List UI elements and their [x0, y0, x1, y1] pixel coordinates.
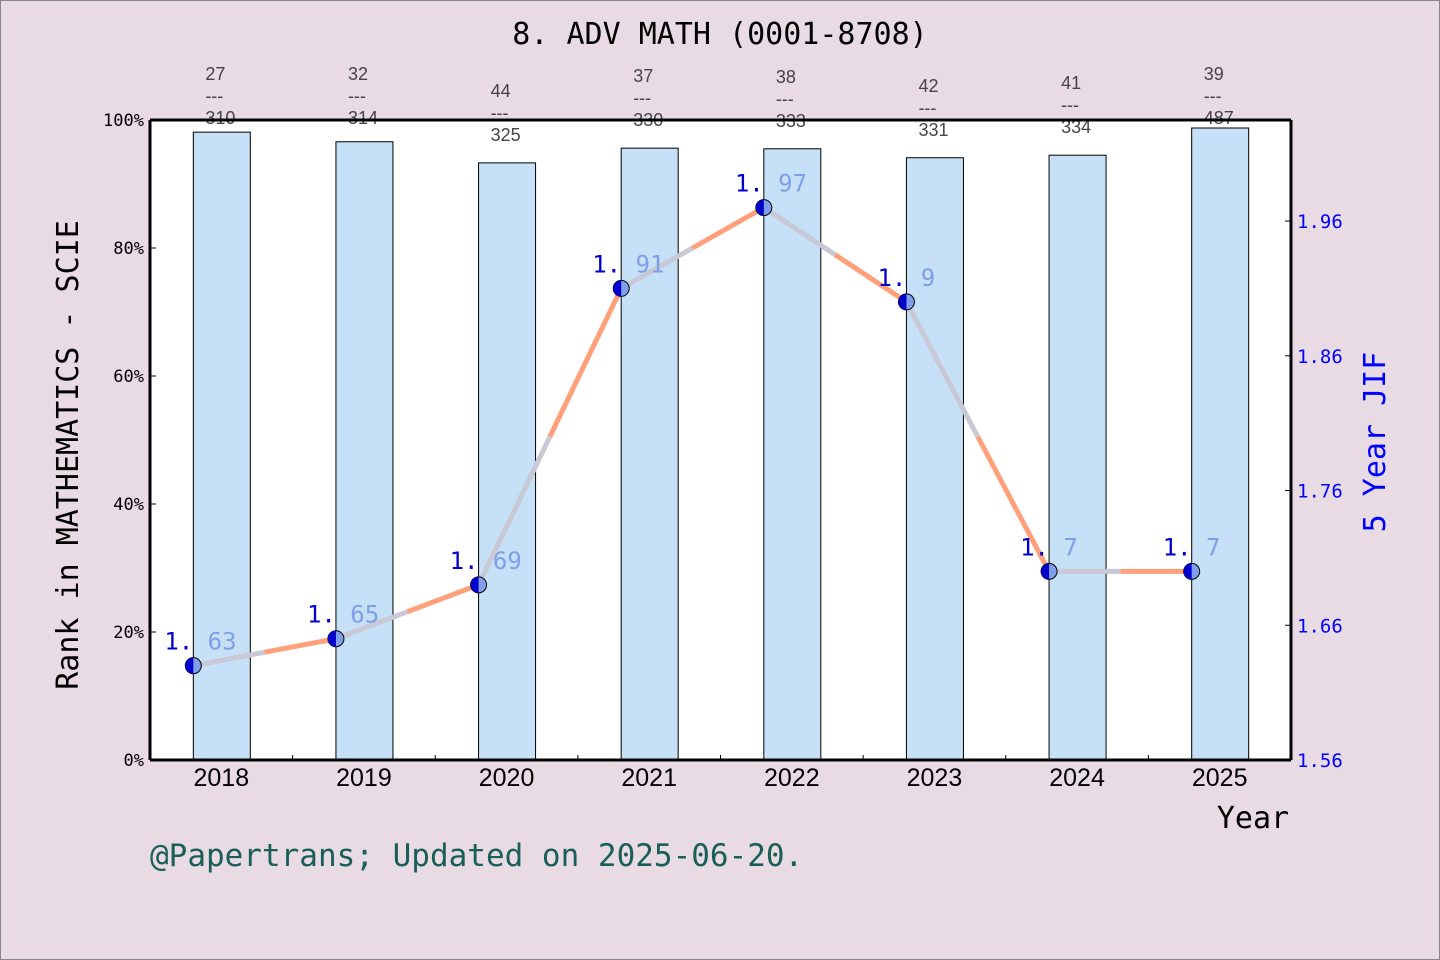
y-tick-label: 60%	[113, 367, 144, 387]
x-axis-label: Year	[1217, 801, 1289, 836]
total-label: 487	[1204, 108, 1234, 128]
jif-point-half	[470, 576, 479, 593]
jif-line-segment	[833, 252, 908, 304]
jif-line-segment	[192, 649, 266, 669]
bar-2022	[763, 148, 822, 761]
bar-2023	[905, 157, 964, 761]
jif-value-label: 1. 7	[1163, 533, 1221, 561]
y2-tick-label: 1.66	[1297, 615, 1343, 637]
jif-value-label: 1. 91	[592, 250, 664, 278]
y-tick-label: 20%	[113, 623, 144, 643]
bar-2025	[1191, 127, 1250, 761]
y-tick-label: 0%	[124, 751, 144, 771]
x-tick-label: 2022	[764, 764, 820, 792]
jif-line-segment	[904, 300, 980, 438]
jif-value-label: 1. 63	[164, 628, 236, 656]
total-label: 334	[1061, 117, 1091, 137]
rank-label: 27	[205, 64, 225, 84]
jif-line-segment	[619, 245, 694, 291]
rank-divider: ---	[633, 88, 651, 108]
jif-value-label: 1. 65	[307, 601, 379, 629]
y-tick-label: 80%	[113, 239, 144, 259]
rank-divider: ---	[205, 86, 223, 106]
rank-divider: ---	[776, 89, 794, 109]
rank-label: 42	[918, 76, 938, 96]
x-tick-label: 2025	[1192, 764, 1248, 792]
y-tick-label: 100%	[103, 111, 144, 131]
rank-label: 37	[633, 66, 653, 86]
y-tick-label: 40%	[113, 495, 144, 515]
x-tick-label: 2018	[194, 764, 250, 792]
jif-line-segment	[762, 205, 837, 257]
chart-title: 8. ADV MATH (0001-8708)	[512, 17, 927, 52]
jif-point-half	[1041, 563, 1050, 580]
rank-label: 39	[1204, 64, 1224, 84]
jif-point-half	[185, 657, 194, 674]
jif-point-half	[755, 199, 764, 216]
jif-line-segment	[476, 435, 553, 586]
rank-label: 38	[776, 67, 796, 87]
y2-tick-label: 1.76	[1297, 481, 1343, 503]
y2-axis-label: 5 Year JIF	[1358, 352, 1393, 533]
jif-value-label: 1. 97	[735, 170, 807, 198]
jif-point-half	[1183, 563, 1192, 580]
rank-label: 32	[348, 64, 368, 84]
jif-value-label: 1. 7	[1020, 533, 1078, 561]
jif-line-segment	[691, 205, 766, 251]
jif-line-segment	[335, 609, 409, 642]
jif-value-label: 1. 9	[877, 264, 935, 292]
jif-point-half	[898, 293, 907, 310]
rank-divider: ---	[1061, 95, 1079, 115]
x-tick-label: 2021	[621, 764, 677, 792]
y2-tick-label: 1.86	[1297, 346, 1343, 368]
x-tick-label: 2024	[1049, 764, 1105, 792]
bar-2024	[1048, 154, 1107, 761]
x-tick-label: 2019	[336, 764, 392, 792]
total-label: 314	[348, 108, 378, 128]
jif-line-segment	[264, 636, 337, 655]
x-tick-label: 2023	[907, 764, 963, 792]
total-label: 331	[918, 120, 948, 140]
bar-2021	[620, 147, 679, 761]
jif-line-segment	[547, 287, 624, 438]
rank-divider: ---	[491, 103, 509, 123]
rank-divider: ---	[918, 98, 936, 118]
jif-value-label: 1. 69	[450, 547, 522, 575]
y-axis-label: Rank in MATHEMATICS - SCIE	[51, 220, 86, 690]
rank-label: 41	[1061, 73, 1081, 93]
total-label: 325	[491, 125, 521, 145]
rank-divider: ---	[348, 86, 366, 106]
rank-label: 44	[491, 81, 511, 101]
bar-2020	[478, 162, 537, 761]
rank-divider: ---	[1204, 86, 1222, 106]
y2-tick-label: 1.56	[1297, 750, 1343, 772]
x-tick-label: 2020	[479, 764, 535, 792]
plot-area	[150, 120, 1291, 760]
y2-tick-label: 1.96	[1297, 211, 1343, 233]
footer-credit: @Papertrans; Updated on 2025-06-20.	[150, 838, 804, 874]
jif-point-half	[613, 280, 622, 297]
jif-line-segment	[975, 435, 1052, 573]
jif-point-half	[327, 630, 336, 647]
total-label: 310	[205, 108, 235, 128]
bar-2019	[335, 141, 394, 761]
jif-line-segment	[406, 582, 480, 615]
